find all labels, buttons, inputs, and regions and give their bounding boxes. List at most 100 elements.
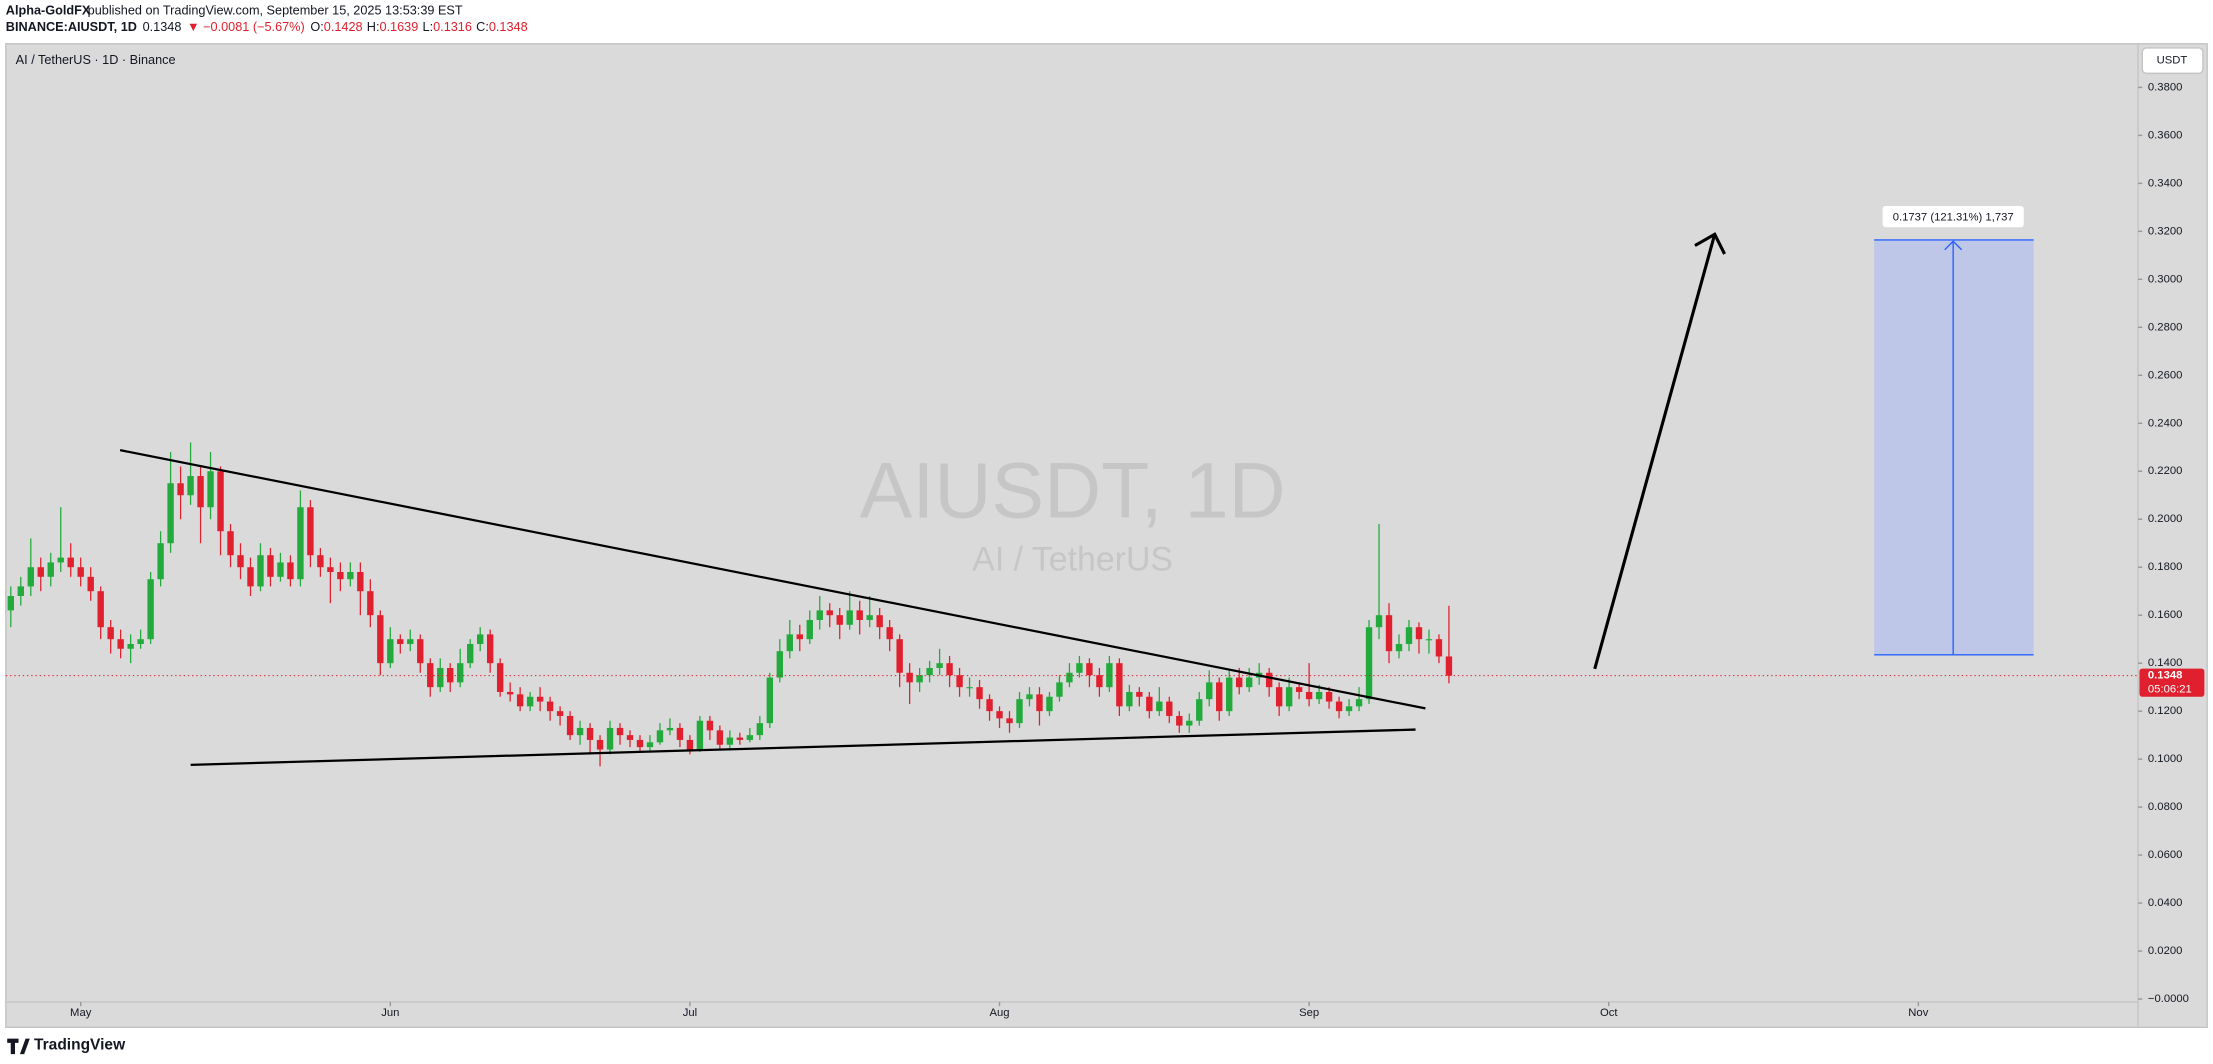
candle-body [1325,691,1333,702]
candle-body [347,572,354,580]
candle-body [1395,643,1403,652]
candle-body [1186,720,1193,726]
y-tick-label: 0.0200 [2148,945,2182,957]
candle-body [546,701,554,712]
symbol-line: BINANCE:AIUSDT, 1D 0.1348 ▼ −0.0081 (−5.67… [6,21,528,35]
y-tick-label: 0.0800 [2148,801,2182,813]
candle-body [207,471,214,508]
y-tick-label: 0.1800 [2148,561,2182,573]
candle-body [1096,675,1103,688]
candle-body [746,735,754,740]
candle-body [946,663,953,676]
candle-body [17,586,24,596]
candle-body [586,727,594,740]
l-value: 0.1316 [433,21,472,35]
candle-body [786,634,793,652]
candle-body [796,634,803,640]
candle-body [1236,677,1243,688]
candle-body [1285,687,1293,707]
candle-body [1026,694,1033,700]
candle-body [1226,677,1233,712]
candle-body [916,675,923,683]
candle-body [1365,627,1373,700]
candle-body [357,572,364,592]
candle-body [267,555,274,577]
candle-body [1136,691,1143,697]
currency[interactable]: USDT [2157,55,2188,67]
candle-body [1196,699,1203,721]
y-tick-label: 0.1600 [2148,609,2182,621]
candle-body [217,471,224,532]
published: published on TradingView.com, September … [88,4,463,18]
candle-body [177,483,184,496]
candle-body [167,483,174,544]
candle-body [1435,639,1443,657]
candle-body [47,562,54,577]
projection-arrow [1593,233,1717,670]
symbol: BINANCE:AIUSDT, 1D [6,21,137,35]
candle-body [686,739,694,750]
y-tick-label: 0.1400 [2148,657,2182,669]
candle-body [77,567,84,577]
x-tick-label: Oct [1600,1007,1618,1019]
candle-body [1006,718,1013,724]
candle-body [1126,691,1133,707]
last-price-tag [2139,668,2205,697]
candle-body [536,696,544,702]
candle-body [626,735,634,740]
brand: TradingView [34,1037,126,1054]
candle-body [127,643,134,649]
candle-body [257,555,264,587]
candle-body [457,663,464,683]
candle-body [756,723,764,736]
candle-body [516,694,524,707]
candle-body [1305,691,1313,700]
candle-body [287,562,294,580]
candle-body [836,615,843,625]
candle-body [1146,696,1153,712]
candle-body [1385,615,1393,652]
currency-button[interactable] [2141,47,2204,75]
candle-body [237,555,244,568]
author: Alpha-GoldFX [6,4,91,18]
candle-body [1206,682,1213,700]
y-tick-label: 0.2000 [2148,513,2182,525]
candle-body [57,557,64,563]
change: ▼ −0.0081 (−5.67%) [187,21,305,35]
candle-body [716,730,724,745]
candle-body [277,562,284,577]
candle-body [1116,663,1123,707]
candle-body [636,739,644,748]
candle-body [397,639,404,644]
candle-body [197,476,204,508]
candle-body [926,667,933,676]
candle-body [676,727,684,740]
y-tick-label: −0.0000 [2148,993,2189,1005]
candle-body [1156,701,1163,712]
candle-body [486,634,494,664]
candle-body [1036,694,1043,712]
l-label: L: [423,21,434,35]
c-value: 0.1348 [489,21,528,35]
candle-body [696,720,704,750]
y-tick-label: 0.2800 [2148,321,2182,333]
candle-body [576,727,584,736]
projection-arrow-head [1694,232,1726,255]
candle-body [936,663,943,668]
candle-body [327,567,334,573]
legend-text: AI / TetherUS · 1D · Binance [16,53,176,67]
candle-body [297,507,304,580]
candle-body [706,720,714,731]
candle-body [846,610,853,625]
candle-body [1066,672,1073,683]
candle-body [806,619,813,640]
candle-body [896,639,903,673]
candle-body [986,699,993,712]
candle-body [1166,701,1173,716]
c-label: C: [476,21,489,35]
candle-body [606,727,614,750]
x-tick-label: May [70,1007,92,1019]
candle-body [1106,663,1113,688]
